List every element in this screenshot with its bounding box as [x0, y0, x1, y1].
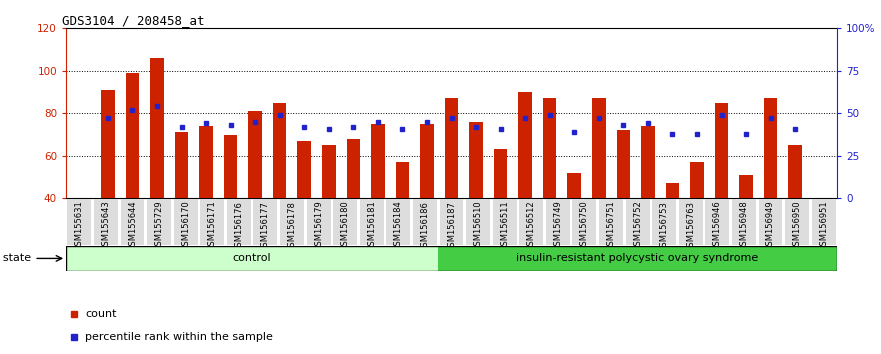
FancyBboxPatch shape [121, 199, 144, 245]
Text: GSM155729: GSM155729 [154, 201, 164, 251]
Bar [690, 162, 704, 198]
FancyBboxPatch shape [492, 199, 516, 245]
Bar [224, 135, 237, 198]
FancyBboxPatch shape [333, 199, 357, 245]
Text: GSM156749: GSM156749 [553, 201, 562, 251]
FancyBboxPatch shape [466, 199, 490, 245]
FancyBboxPatch shape [573, 199, 596, 245]
Text: GSM156171: GSM156171 [208, 201, 217, 251]
Text: GSM156178: GSM156178 [287, 201, 297, 251]
Bar [273, 103, 286, 198]
FancyBboxPatch shape [307, 199, 330, 245]
FancyBboxPatch shape [440, 199, 463, 245]
Text: GSM156181: GSM156181 [367, 201, 376, 251]
FancyBboxPatch shape [254, 199, 278, 245]
FancyBboxPatch shape [147, 199, 171, 245]
FancyBboxPatch shape [626, 199, 649, 245]
Bar [101, 90, 115, 198]
Text: GSM156511: GSM156511 [500, 201, 509, 251]
Bar [322, 145, 336, 198]
Bar [567, 173, 581, 198]
Text: GSM156177: GSM156177 [261, 201, 270, 251]
Text: GSM156170: GSM156170 [181, 201, 190, 251]
Bar [592, 98, 605, 198]
Bar [298, 141, 311, 198]
Text: GSM156951: GSM156951 [819, 201, 828, 251]
FancyBboxPatch shape [785, 199, 809, 245]
Text: GSM155631: GSM155631 [75, 201, 84, 251]
FancyBboxPatch shape [68, 199, 92, 245]
Bar [199, 126, 213, 198]
FancyBboxPatch shape [732, 199, 756, 245]
FancyBboxPatch shape [811, 199, 835, 245]
Bar [518, 92, 532, 198]
Text: GSM156186: GSM156186 [420, 201, 429, 251]
Bar [764, 98, 777, 198]
FancyBboxPatch shape [413, 199, 437, 245]
Bar [396, 162, 409, 198]
Text: GDS3104 / 208458_at: GDS3104 / 208458_at [63, 14, 204, 27]
Text: GSM156750: GSM156750 [580, 201, 589, 251]
Text: GSM156180: GSM156180 [341, 201, 350, 251]
Text: GSM156753: GSM156753 [660, 201, 669, 251]
Bar [494, 149, 507, 198]
Text: GSM156176: GSM156176 [234, 201, 243, 251]
Text: GSM156763: GSM156763 [686, 201, 695, 252]
FancyBboxPatch shape [174, 199, 197, 245]
Text: GSM156950: GSM156950 [793, 201, 802, 251]
Bar [420, 124, 433, 198]
FancyBboxPatch shape [652, 199, 676, 245]
FancyBboxPatch shape [227, 199, 251, 245]
Text: GSM155643: GSM155643 [101, 201, 110, 251]
FancyBboxPatch shape [519, 199, 544, 245]
Text: GSM156187: GSM156187 [447, 201, 456, 251]
Bar [666, 183, 679, 198]
Bar [346, 139, 360, 198]
Text: percentile rank within the sample: percentile rank within the sample [85, 332, 273, 342]
Bar [445, 98, 458, 198]
Bar [617, 130, 630, 198]
Text: GSM156949: GSM156949 [766, 201, 775, 251]
Bar [641, 126, 655, 198]
FancyBboxPatch shape [359, 199, 384, 245]
Bar [470, 122, 483, 198]
Bar [739, 175, 753, 198]
Text: GSM156946: GSM156946 [713, 201, 722, 251]
Text: disease state: disease state [0, 253, 32, 263]
Bar [788, 145, 802, 198]
Text: GSM155644: GSM155644 [128, 201, 137, 251]
Bar [174, 132, 189, 198]
FancyBboxPatch shape [438, 246, 837, 271]
FancyBboxPatch shape [387, 199, 411, 245]
Text: GSM156751: GSM156751 [606, 201, 616, 251]
Text: count: count [85, 309, 117, 319]
Bar [714, 103, 729, 198]
Bar [371, 124, 385, 198]
FancyBboxPatch shape [759, 199, 782, 245]
Bar [150, 58, 164, 198]
Text: GSM156179: GSM156179 [315, 201, 323, 251]
Text: GSM156510: GSM156510 [474, 201, 483, 251]
FancyBboxPatch shape [200, 199, 225, 245]
Bar [543, 98, 557, 198]
FancyBboxPatch shape [599, 199, 623, 245]
Bar [248, 111, 262, 198]
FancyBboxPatch shape [94, 199, 118, 245]
FancyBboxPatch shape [678, 199, 703, 245]
Text: control: control [233, 253, 271, 263]
FancyBboxPatch shape [546, 199, 570, 245]
Bar [126, 73, 139, 198]
FancyBboxPatch shape [706, 199, 729, 245]
Text: GSM156752: GSM156752 [633, 201, 642, 251]
Text: GSM156512: GSM156512 [527, 201, 536, 251]
FancyBboxPatch shape [66, 246, 438, 271]
Text: GSM156948: GSM156948 [739, 201, 749, 251]
Text: GSM156184: GSM156184 [394, 201, 403, 251]
FancyBboxPatch shape [280, 199, 304, 245]
Text: insulin-resistant polycystic ovary syndrome: insulin-resistant polycystic ovary syndr… [516, 253, 759, 263]
